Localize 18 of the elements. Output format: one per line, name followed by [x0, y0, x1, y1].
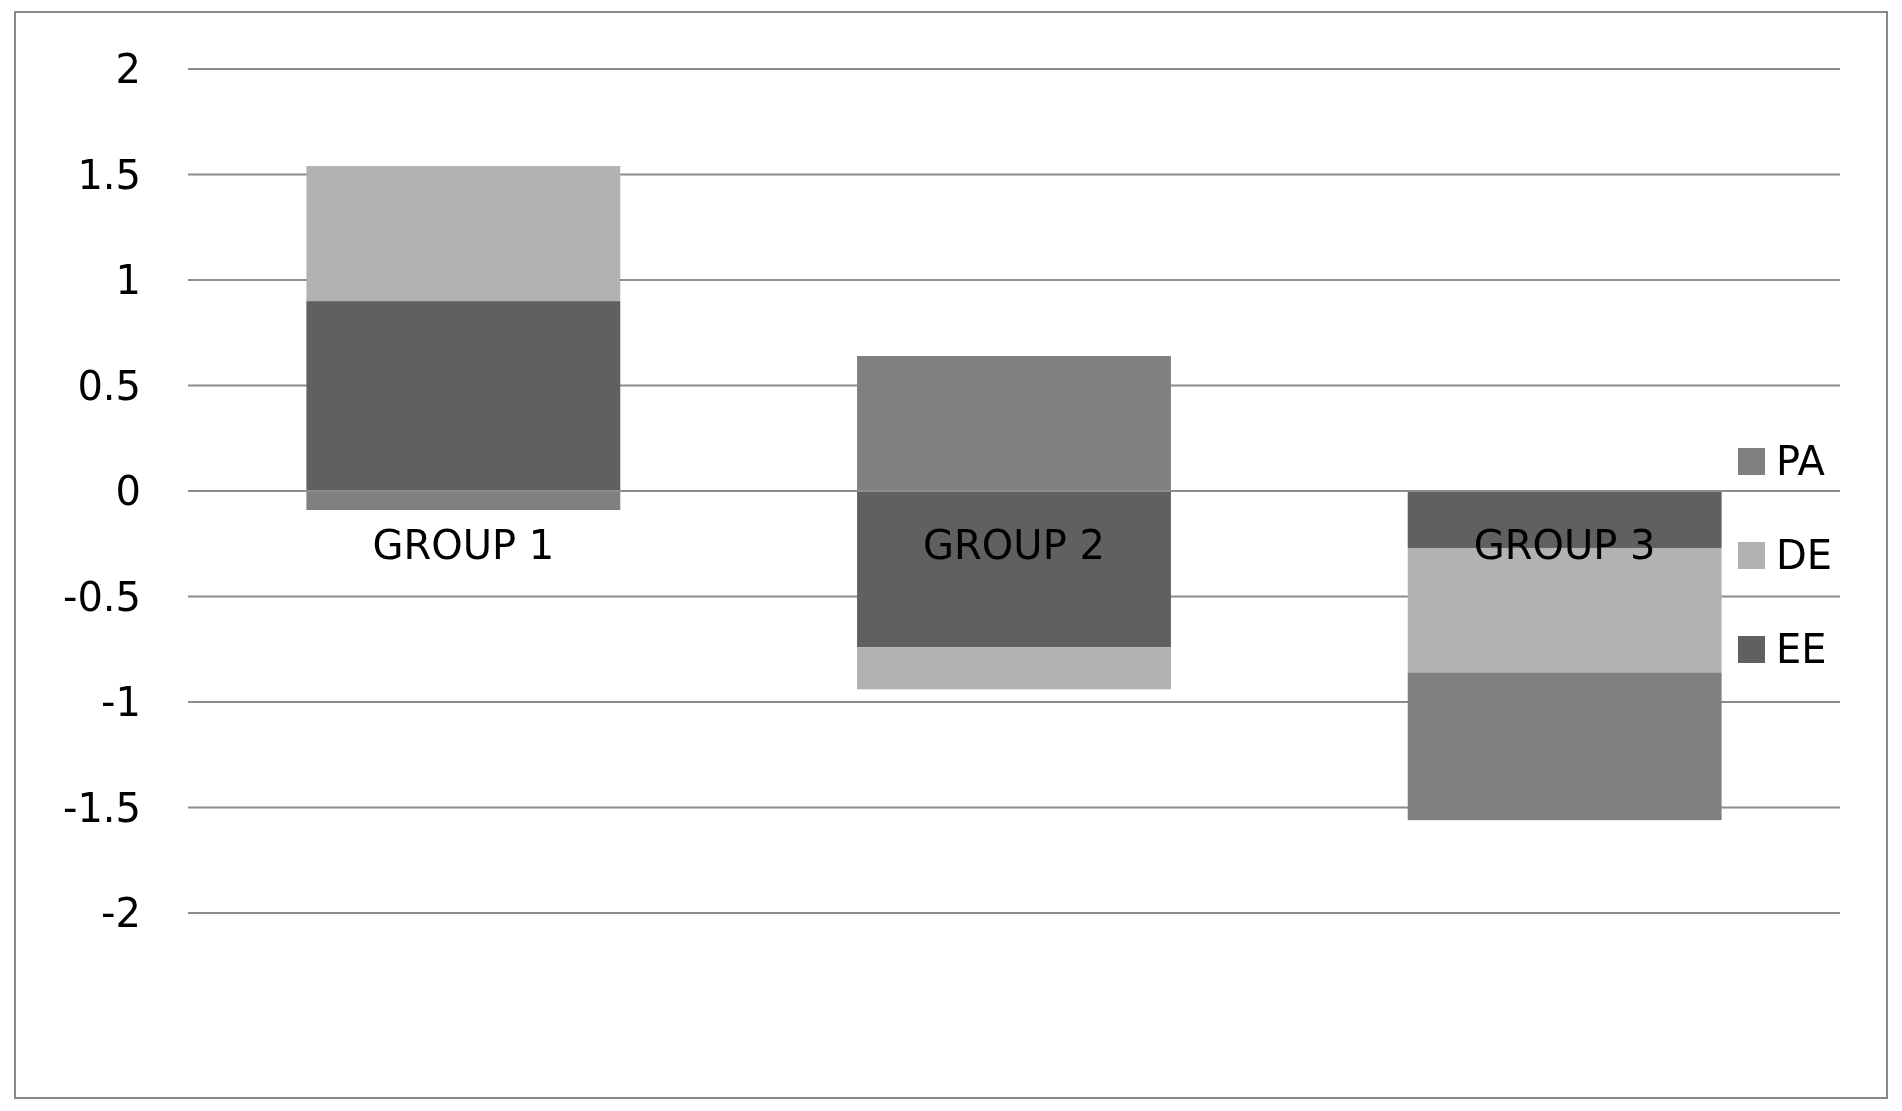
- bar: [857, 491, 1171, 648]
- x-tick-label: GROUP 2: [923, 522, 1105, 568]
- x-tick-label: GROUP 1: [372, 522, 555, 568]
- y-tick-label: -1.5: [62, 784, 141, 831]
- bar: [857, 647, 1171, 690]
- y-tick-label: 0.5: [77, 362, 141, 409]
- y-tick-label: 1: [115, 257, 141, 303]
- bar: [306, 301, 621, 491]
- y-tick-label: 1.5: [77, 151, 141, 198]
- bar: [306, 166, 621, 302]
- y-tick-label: -2: [101, 890, 141, 936]
- legend-label: EE: [1776, 626, 1827, 672]
- y-tick-label: -1: [101, 679, 141, 725]
- legend-label: DE: [1776, 532, 1833, 578]
- y-tick-label: 2: [115, 46, 141, 92]
- legend-label: PA: [1776, 438, 1826, 484]
- y-tick-label: -0.5: [62, 573, 141, 620]
- y-tick-label: 0: [115, 468, 141, 514]
